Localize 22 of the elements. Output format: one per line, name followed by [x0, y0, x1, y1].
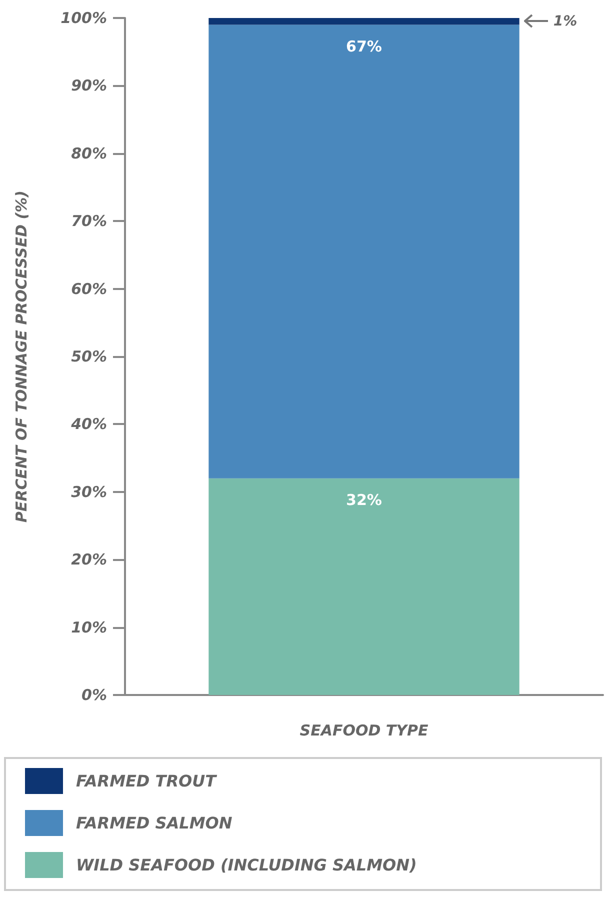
legend-label: FARMED SALMON — [76, 814, 233, 832]
bar — [208, 478, 520, 695]
y-tick-label: 40% — [70, 415, 107, 434]
y-axis-title: PERCENT OF TONNAGE PROCESSED (%) — [12, 190, 30, 523]
y-tick-label: 0% — [82, 686, 107, 704]
y-tick-label: 30% — [71, 482, 107, 501]
bar — [208, 24, 520, 478]
data-label: 32% — [346, 490, 382, 509]
y-tick-label: 50% — [71, 348, 107, 366]
y-tick-label: 70% — [71, 212, 107, 230]
data-label: 1% — [553, 13, 578, 30]
y-tick-label: 90% — [71, 76, 107, 95]
bar — [208, 18, 520, 25]
y-tick-label: 80% — [71, 144, 107, 162]
legend-label: WILD SEAFOOD (INCLUDING SALMON) — [76, 856, 417, 874]
y-tick-label: 60% — [71, 280, 107, 298]
y-tick-label: 100% — [60, 9, 107, 27]
data-label: 67% — [346, 37, 382, 56]
legend-label: FARMED TROUT — [76, 772, 218, 790]
y-tick-label: 20% — [71, 550, 107, 569]
y-tick-label: 10% — [71, 618, 107, 636]
x-axis-title: SEAFOOD TYPE — [300, 722, 429, 740]
